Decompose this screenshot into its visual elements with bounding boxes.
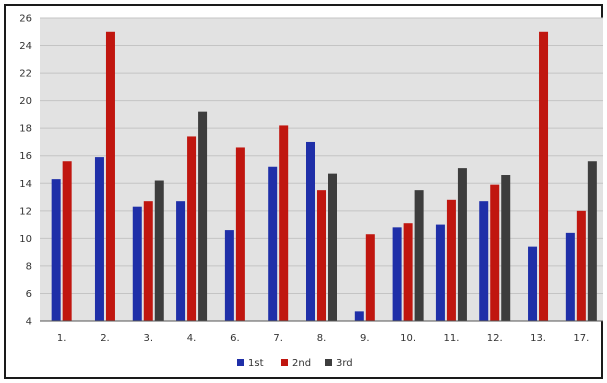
x-tick-labels: 1. 2. 3. 4. 6. 7. 8. 9. 10. 11. 12. 13. 17. <box>57 333 589 344</box>
y-tick-label: 14 <box>19 179 32 190</box>
x-tick-label: 4. <box>187 333 197 344</box>
x-tick-label: 2. <box>100 333 110 344</box>
bar-2nd-3 <box>143 201 153 321</box>
bar-1st-6 <box>224 230 234 321</box>
bar-3rd-10 <box>414 190 424 321</box>
bar-1st-7 <box>268 166 278 321</box>
y-tick-label: 16 <box>19 151 32 162</box>
bar-1st-12 <box>479 201 489 321</box>
y-tick-label: 18 <box>19 124 32 135</box>
x-tick-label: 6. <box>230 333 240 344</box>
x-tick-label: 8. <box>317 333 327 344</box>
x-tick-label: 1. <box>57 333 67 344</box>
bar-1st-10 <box>392 227 402 321</box>
y-tick-label: 8 <box>26 261 32 272</box>
bar-2nd-8 <box>317 190 326 321</box>
bar-1st-11 <box>435 224 445 321</box>
bar-2nd-1 <box>62 161 72 321</box>
bar-1st-9 <box>354 311 364 321</box>
bar-2nd-9 <box>365 234 375 321</box>
bar-3rd-12 <box>501 175 511 321</box>
bar-2nd-10 <box>403 223 413 321</box>
bar-2nd-13 <box>539 31 549 321</box>
legend-swatch-2nd <box>281 359 288 366</box>
bars <box>51 31 597 322</box>
bar-1st-8 <box>306 141 315 321</box>
bar-2nd-11 <box>446 199 456 321</box>
y-tick-label: 20 <box>19 96 32 107</box>
bar-3rd-17 <box>587 161 597 321</box>
legend: 1st 2nd 3rd <box>237 358 353 369</box>
bar-2nd-6 <box>235 147 245 321</box>
bar-2nd-2 <box>105 31 115 321</box>
y-tick-label: 22 <box>19 69 32 80</box>
legend-swatch-1st <box>237 359 244 366</box>
bar-1st-4 <box>176 201 186 321</box>
bar-1st-2 <box>94 157 104 321</box>
legend-swatch-3rd <box>325 359 332 366</box>
y-tick-label: 24 <box>19 41 32 52</box>
bar-3rd-11 <box>457 168 467 321</box>
bar-3rd-8 <box>328 173 337 321</box>
x-tick-label: 10. <box>400 333 416 344</box>
y-tick-label: 6 <box>26 289 32 300</box>
x-tick-label: 13. <box>530 333 546 344</box>
x-tick-label: 9. <box>360 333 370 344</box>
x-tick-label: 17. <box>573 333 589 344</box>
legend-label-1st: 1st <box>248 358 264 369</box>
y-tick-label: 4 <box>26 317 32 328</box>
x-tick-label: 12. <box>487 333 503 344</box>
x-tick-label: 11. <box>443 333 459 344</box>
bar-2nd-17 <box>576 210 586 321</box>
bar-2nd-4 <box>187 136 197 321</box>
bar-1st-17 <box>565 232 575 321</box>
bar-1st-3 <box>132 206 142 321</box>
y-tick-label: 26 <box>19 14 32 25</box>
y-tick-label: 12 <box>19 206 32 217</box>
bar-1st-13 <box>528 246 538 321</box>
legend-label-3rd: 3rd <box>336 358 353 369</box>
x-tick-label: 7. <box>273 333 283 344</box>
bar-1st-1 <box>51 179 61 321</box>
x-tick-label: 3. <box>143 333 153 344</box>
bar-2nd-12 <box>490 184 500 321</box>
bar-3rd-4 <box>198 111 208 322</box>
y-tick-label: 10 <box>19 234 32 245</box>
bar-3rd-3 <box>154 180 164 321</box>
legend-label-2nd: 2nd <box>292 358 311 369</box>
bar-2nd-7 <box>279 125 289 321</box>
y-tick-labels: 4 6 8 10 12 14 16 18 20 22 24 26 <box>19 14 32 328</box>
